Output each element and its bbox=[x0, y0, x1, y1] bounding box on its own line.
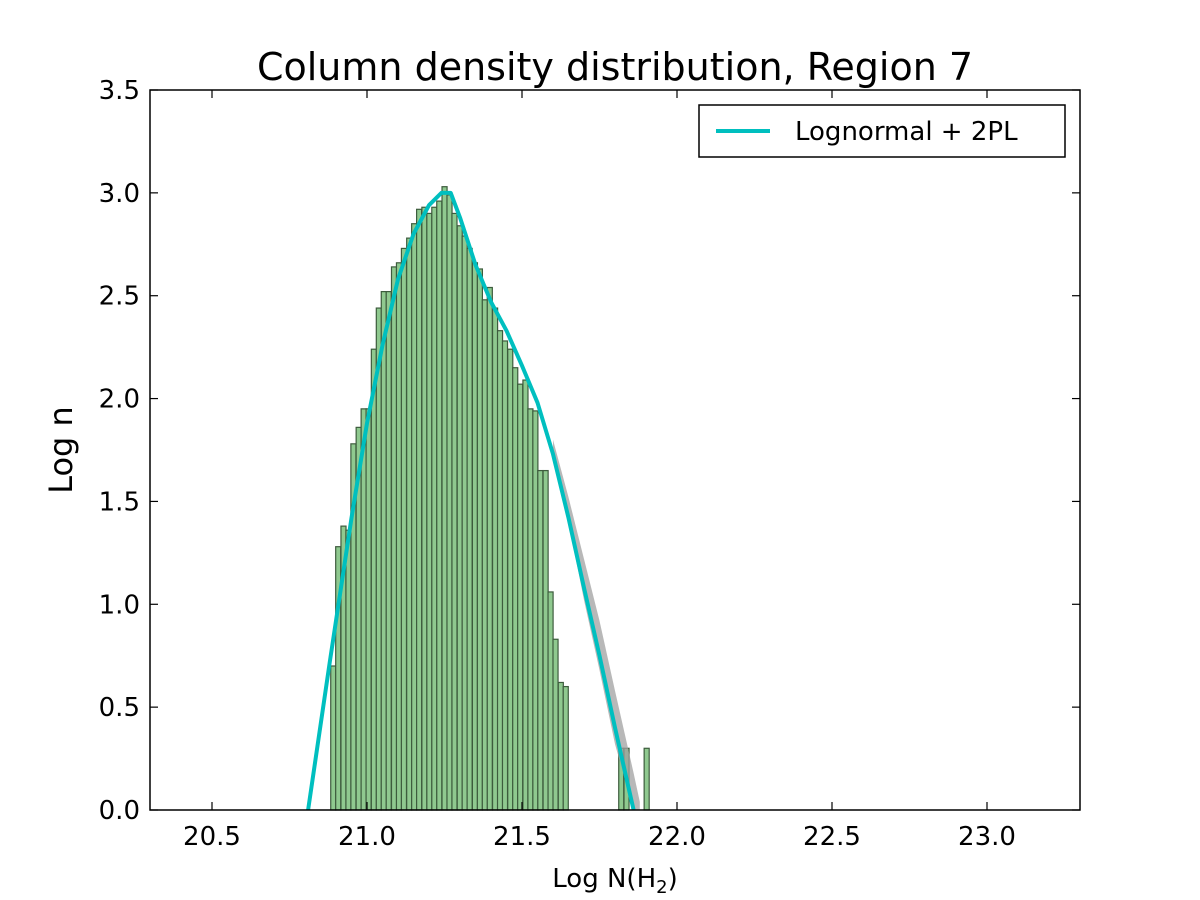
histogram-bar bbox=[486, 286, 493, 811]
x-tick-label: 20.5 bbox=[183, 822, 241, 852]
legend: Lognormal + 2PL bbox=[698, 104, 1066, 158]
histogram-bar bbox=[446, 194, 453, 811]
histogram-bar bbox=[400, 247, 408, 811]
histogram-bar bbox=[461, 235, 468, 811]
histogram-bar bbox=[421, 206, 428, 811]
histogram-bar bbox=[512, 367, 519, 811]
histogram-bar bbox=[466, 247, 473, 811]
histogram-bar bbox=[557, 681, 564, 811]
plot-frame bbox=[149, 89, 1081, 811]
histogram-bar bbox=[537, 469, 544, 811]
histogram-bar bbox=[547, 591, 554, 811]
histogram-bar bbox=[496, 330, 504, 811]
axis-ticks: 20.5 21.0 21.5 22.0 22.5 23.0 0.0 0.5 1.0 1.5 2.0 2… bbox=[99, 76, 1080, 852]
x-axis-label-subscript: 2 bbox=[656, 877, 667, 898]
histogram-bar bbox=[380, 291, 387, 811]
histogram-bar bbox=[441, 186, 448, 811]
histogram-bar bbox=[395, 262, 403, 811]
fit-line-layer bbox=[306, 190, 636, 811]
histogram-bar bbox=[385, 291, 392, 811]
histogram-bar bbox=[491, 307, 499, 811]
x-axis-label: Log N(H2) bbox=[552, 864, 677, 898]
y-tick-label: 2.0 bbox=[99, 385, 140, 415]
histogram-bar bbox=[370, 348, 377, 811]
histogram-bar bbox=[426, 212, 433, 811]
histogram-bar bbox=[527, 408, 534, 811]
x-tick-label: 22.0 bbox=[648, 822, 706, 852]
histogram-bar bbox=[517, 383, 524, 811]
x-tick-label: 21.0 bbox=[338, 822, 396, 852]
histogram-bars bbox=[330, 186, 650, 811]
legend-label: Lognormal + 2PL bbox=[795, 117, 1018, 147]
histogram-bar bbox=[416, 208, 423, 811]
x-tick-label: 23.0 bbox=[958, 822, 1016, 852]
histogram-bar bbox=[406, 237, 413, 811]
x-axis-label-main: Log N(H bbox=[552, 864, 656, 894]
histogram-bar bbox=[431, 206, 438, 811]
histogram-bar bbox=[522, 379, 529, 811]
histogram-bar bbox=[365, 408, 372, 811]
y-tick-label: 2.5 bbox=[99, 282, 140, 312]
histogram-bar bbox=[542, 469, 549, 811]
histogram-bar bbox=[507, 348, 514, 811]
fit-line-lognormal-2pl bbox=[306, 190, 636, 811]
y-tick-label: 1.0 bbox=[99, 590, 140, 620]
histogram-bar bbox=[471, 262, 479, 811]
histogram-bar bbox=[501, 340, 509, 811]
x-tick-label: 22.5 bbox=[803, 822, 861, 852]
histogram-bar bbox=[643, 747, 650, 811]
y-tick-label: 1.5 bbox=[99, 487, 140, 517]
histogram-bar bbox=[532, 410, 539, 811]
histogram-bar bbox=[476, 268, 484, 811]
histogram-bar bbox=[345, 529, 352, 811]
histogram-bar bbox=[451, 212, 458, 811]
uncertainty-band-layer bbox=[553, 439, 640, 810]
histogram-bar bbox=[552, 638, 559, 811]
histogram-bar bbox=[360, 408, 367, 811]
histogram-bar bbox=[330, 665, 337, 811]
histogram-bar bbox=[411, 223, 418, 811]
y-axis-label: Log n bbox=[42, 406, 80, 494]
uncertainty-band bbox=[553, 439, 640, 810]
histogram-bar bbox=[375, 307, 382, 811]
histogram-bar bbox=[562, 685, 569, 811]
y-tick-label: 3.5 bbox=[99, 76, 140, 106]
histogram-bar bbox=[390, 266, 398, 811]
chart-title: Column density distribution, Region 7 bbox=[257, 45, 973, 89]
histogram-bar bbox=[456, 225, 463, 811]
x-axis-label-end: ) bbox=[668, 864, 678, 894]
y-tick-label: 0.5 bbox=[99, 693, 140, 723]
x-tick-label: 21.5 bbox=[493, 822, 551, 852]
histogram-bar bbox=[481, 299, 488, 811]
y-tick-label: 3.0 bbox=[99, 179, 140, 209]
y-tick-label: 0.0 bbox=[99, 796, 140, 826]
histogram-bar bbox=[436, 200, 443, 811]
